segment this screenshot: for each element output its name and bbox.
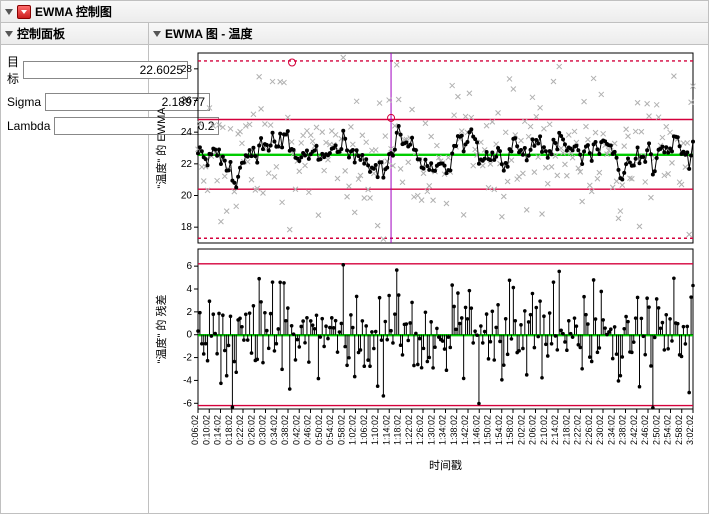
svg-text:1:50:02: 1:50:02 [483, 415, 493, 445]
svg-text:4: 4 [186, 284, 192, 295]
svg-text:2:30:02: 2:30:02 [595, 415, 605, 445]
svg-text:1:22:02: 1:22:02 [404, 415, 414, 445]
svg-text:1:30:02: 1:30:02 [426, 415, 436, 445]
svg-text:1:34:02: 1:34:02 [438, 415, 448, 445]
svg-text:2: 2 [186, 307, 192, 318]
field-label: 目标 [7, 53, 19, 87]
chart-header: EWMA 图 - 温度 [149, 23, 708, 45]
svg-text:20: 20 [181, 191, 193, 202]
svg-text:26: 26 [181, 96, 193, 107]
svg-text:2:42:02: 2:42:02 [629, 415, 639, 445]
options-button[interactable] [17, 5, 31, 19]
field-row: Sigma [7, 93, 142, 111]
svg-text:0:10:02: 0:10:02 [201, 415, 211, 445]
ewma-chart: 182022242628"温度" 的 EWMA-6-4-20246"温度" 的 … [153, 49, 699, 483]
main-area: 控制面板 目标 Sigma Lambda EWMA 图 - 温度 1820222… [1, 23, 708, 513]
svg-text:2:58:02: 2:58:02 [674, 415, 684, 445]
main-title: EWMA 控制图 [35, 3, 112, 20]
svg-text:1:42:02: 1:42:02 [460, 415, 470, 445]
svg-text:0:38:02: 0:38:02 [280, 415, 290, 445]
svg-text:6: 6 [186, 261, 192, 272]
svg-text:2:46:02: 2:46:02 [640, 415, 650, 445]
field-row: 目标 [7, 53, 142, 87]
disclose-icon[interactable] [153, 31, 161, 37]
svg-text:0:54:02: 0:54:02 [325, 415, 335, 445]
svg-text:0:30:02: 0:30:02 [258, 415, 268, 445]
svg-text:1:38:02: 1:38:02 [449, 415, 459, 445]
svg-text:-6: -6 [183, 398, 192, 409]
svg-text:0:14:02: 0:14:02 [213, 415, 223, 445]
chart-title: EWMA 图 - 温度 [165, 25, 253, 42]
svg-text:2:26:02: 2:26:02 [584, 415, 594, 445]
svg-text:0:22:02: 0:22:02 [235, 415, 245, 445]
svg-text:2:14:02: 2:14:02 [550, 415, 560, 445]
svg-text:2:10:02: 2:10:02 [539, 415, 549, 445]
svg-text:0:34:02: 0:34:02 [269, 415, 279, 445]
disclose-icon[interactable] [5, 31, 13, 37]
svg-text:"温度" 的 残差: "温度" 的 残差 [154, 295, 168, 364]
svg-text:24: 24 [181, 127, 193, 138]
field-row: Lambda [7, 117, 142, 135]
control-panel-body: 目标 Sigma Lambda [1, 45, 148, 149]
svg-text:1:02:02: 1:02:02 [348, 415, 358, 445]
field-label: Sigma [7, 95, 41, 109]
svg-text:18: 18 [181, 222, 193, 233]
svg-text:0:18:02: 0:18:02 [224, 415, 234, 445]
control-panel: 控制面板 目标 Sigma Lambda [1, 23, 149, 513]
svg-text:2:54:02: 2:54:02 [663, 415, 673, 445]
svg-text:0: 0 [186, 330, 192, 341]
svg-text:1:10:02: 1:10:02 [370, 415, 380, 445]
svg-text:0:46:02: 0:46:02 [303, 415, 313, 445]
svg-text:0:50:02: 0:50:02 [314, 415, 324, 445]
control-panel-header: 控制面板 [1, 23, 148, 45]
svg-text:2:50:02: 2:50:02 [651, 415, 661, 445]
svg-text:1:46:02: 1:46:02 [471, 415, 481, 445]
svg-text:0:26:02: 0:26:02 [246, 415, 256, 445]
svg-text:28: 28 [181, 64, 193, 75]
chart-area: 182022242628"温度" 的 EWMA-6-4-20246"温度" 的 … [149, 45, 708, 513]
svg-text:1:14:02: 1:14:02 [381, 415, 391, 445]
svg-text:22: 22 [181, 159, 193, 170]
svg-text:"温度" 的 EWMA: "温度" 的 EWMA [154, 107, 168, 189]
svg-text:3:02:02: 3:02:02 [685, 415, 695, 445]
field-label: Lambda [7, 119, 50, 133]
svg-text:1:18:02: 1:18:02 [393, 415, 403, 445]
svg-text:-2: -2 [183, 353, 192, 364]
control-panel-title: 控制面板 [17, 25, 65, 42]
main-header: EWMA 控制图 [1, 1, 708, 23]
svg-text:1:26:02: 1:26:02 [415, 415, 425, 445]
svg-text:0:58:02: 0:58:02 [336, 415, 346, 445]
svg-text:0:42:02: 0:42:02 [291, 415, 301, 445]
svg-text:2:38:02: 2:38:02 [618, 415, 628, 445]
svg-text:-4: -4 [183, 375, 192, 386]
svg-text:2:18:02: 2:18:02 [561, 415, 571, 445]
svg-text:2:22:02: 2:22:02 [573, 415, 583, 445]
svg-text:2:34:02: 2:34:02 [606, 415, 616, 445]
disclose-icon[interactable] [5, 9, 13, 15]
chart-column: EWMA 图 - 温度 182022242628"温度" 的 EWMA-6-4-… [149, 23, 708, 513]
svg-text:1:58:02: 1:58:02 [505, 415, 515, 445]
svg-text:1:54:02: 1:54:02 [494, 415, 504, 445]
svg-text:0:06:02: 0:06:02 [190, 415, 200, 445]
svg-text:1:06:02: 1:06:02 [359, 415, 369, 445]
svg-text:时间戳: 时间戳 [429, 459, 462, 472]
svg-text:2:06:02: 2:06:02 [528, 415, 538, 445]
svg-text:2:02:02: 2:02:02 [516, 415, 526, 445]
